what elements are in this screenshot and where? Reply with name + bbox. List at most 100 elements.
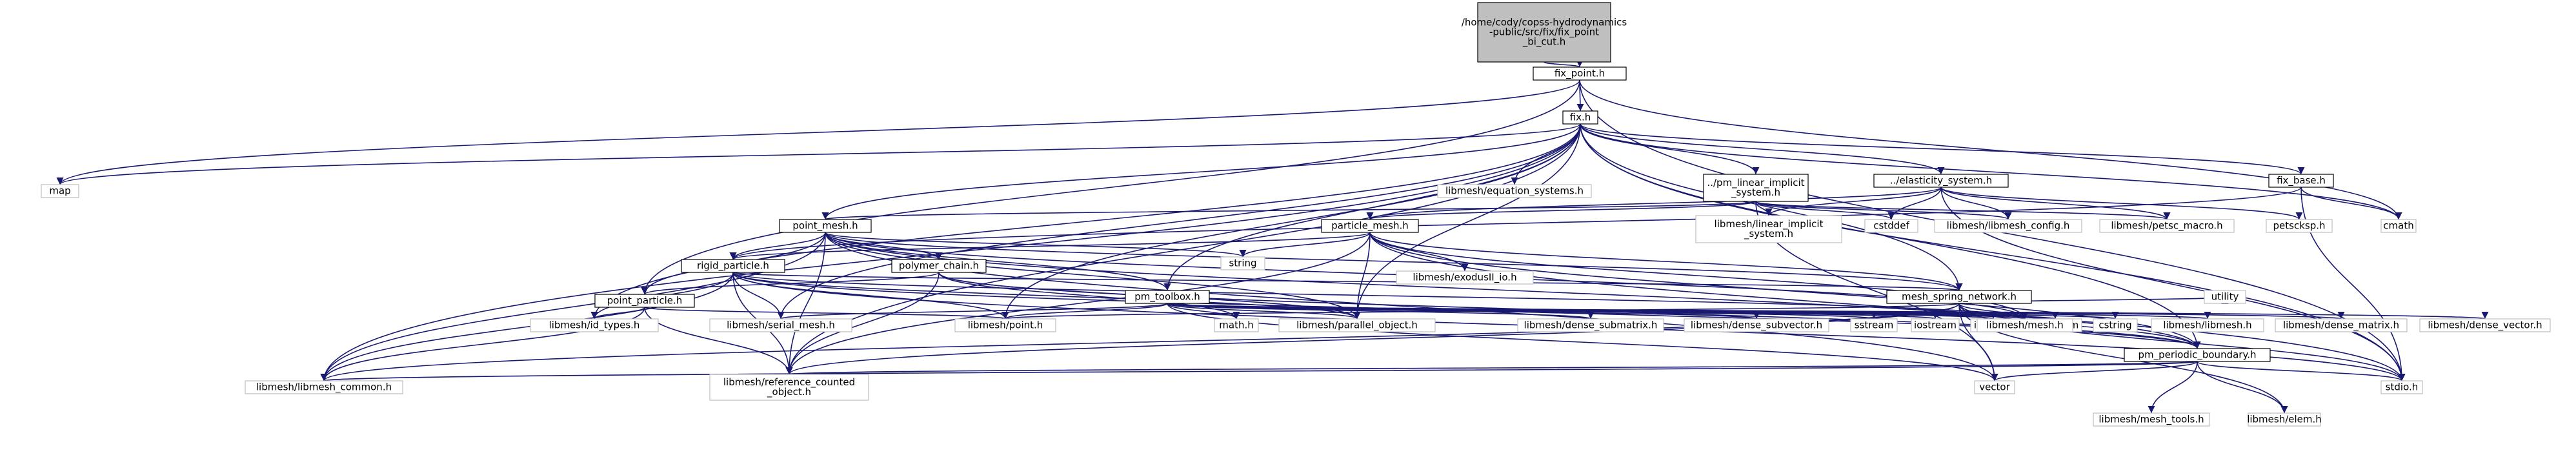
node-box xyxy=(1533,66,1627,81)
edge-mesh_spring_network_h-to-point_h xyxy=(1002,303,1960,320)
node-box xyxy=(2380,219,2417,233)
node-box xyxy=(1934,219,2082,233)
edge-pm_linear_implicit_system_h-to-libmesh_config_h xyxy=(1755,201,2012,220)
node-label: iostream xyxy=(1914,320,1957,331)
node-label: libmesh/libmesh.h xyxy=(2163,320,2251,331)
node-libmesh-linear-implicit-system-h: libmesh/linear_implicit_system.h xyxy=(1695,215,1842,243)
node-root[interactable]: /home/cody/copss-hydrodynamics-public/sr… xyxy=(1462,2,1627,63)
node-label: -public/src/fix/fix_point xyxy=(1489,26,1599,39)
node-label: /home/cody/copss-hydrodynamics xyxy=(1462,17,1627,28)
node-label: fix_point.h xyxy=(1555,68,1605,80)
node-parallel-object-h: libmesh/parallel_object.h xyxy=(1278,318,1436,332)
node-label: mesh_spring_network.h xyxy=(1902,291,2017,303)
node-box xyxy=(1396,270,1534,285)
node-mesh-spring-network-h[interactable]: mesh_spring_network.h xyxy=(1886,290,2032,304)
node-pm-periodic-boundary-h[interactable]: pm_periodic_boundary.h xyxy=(2124,348,2271,362)
node-pm-toolbox-h[interactable]: pm_toolbox.h xyxy=(1125,290,1210,304)
node-polymer-chain-h[interactable]: polymer_chain.h xyxy=(891,259,987,273)
node-label: _bi_cut.h xyxy=(1522,36,1566,48)
node-box xyxy=(2124,348,2271,362)
node-label: polymer_chain.h xyxy=(899,260,979,272)
node-exodusII-io-h: libmesh/exodusII_io.h xyxy=(1396,270,1534,285)
node-box xyxy=(530,318,659,332)
node-box xyxy=(1437,184,1592,198)
edge-rigid_particle_h-to-libmesh_common_h xyxy=(320,272,734,381)
edge-pm_periodic_boundary_h-to-libmesh_common_h xyxy=(321,361,2198,381)
node-label: libmesh/parallel_object.h xyxy=(1296,320,1418,332)
edge-particle_mesh_h-to-string xyxy=(1239,232,1371,258)
node-math-h: math.h xyxy=(1214,318,1259,332)
node-fix-h[interactable]: fix.h xyxy=(1562,110,1598,125)
node-label: fix.h xyxy=(1570,112,1591,123)
node-dense-submatrix-h: libmesh/dense_submatrix.h xyxy=(1517,318,1664,332)
edge-rigid_particle_h-to-mesh_spring_network_h xyxy=(732,272,1962,291)
node-sstream: sstream xyxy=(1850,318,1898,332)
node-cstddef: cstddef xyxy=(1864,219,1918,233)
edge-pm_periodic_boundary_h-to-vector xyxy=(1991,361,2198,381)
edge-pm_periodic_boundary_h-to-reference_counted_object_h xyxy=(787,361,2198,375)
edge-elasticity_system_h-to-petscksp_h xyxy=(1940,187,2303,220)
node-box xyxy=(954,318,1056,332)
edge-fix_point_h-to-cmath xyxy=(1579,79,2402,220)
node-box xyxy=(2093,412,2210,427)
edge-fix_base_h-to-cmath xyxy=(2300,187,2402,220)
node-box xyxy=(1125,290,1210,304)
edge-fix_h-to-parallel_object_h xyxy=(1353,123,1581,320)
node-petscksp-h: petscksp.h xyxy=(2266,219,2333,233)
node-label: libmesh/dense_matrix.h xyxy=(2283,320,2399,332)
node-stdio-h: stdio.h xyxy=(2380,380,2423,394)
node-elem-h: libmesh/elem.h xyxy=(2247,412,2322,427)
node-label: particle_mesh.h xyxy=(1331,220,1409,232)
node-box xyxy=(1974,380,2015,394)
edge-pm_toolbox_h-to-parallel_object_h xyxy=(1167,303,1361,320)
node-point-mesh-h[interactable]: point_mesh.h xyxy=(779,219,872,233)
node-label: utility xyxy=(2211,291,2239,303)
edge-fix_h-to-point_mesh_h xyxy=(821,123,1581,220)
node-point-particle-h[interactable]: point_particle.h xyxy=(594,294,695,308)
edge-layer xyxy=(56,59,2488,414)
node-box xyxy=(1562,110,1598,125)
node-pm-linear-implicit-system-h[interactable]: ../pm_linear_implicit_system.h xyxy=(1703,174,1809,202)
node-mesh-h: libmesh/mesh.h xyxy=(1977,318,2073,332)
edge-polymer_chain_h-to-reference_counted_object_h xyxy=(785,272,940,375)
node-particle-mesh-h[interactable]: particle_mesh.h xyxy=(1321,219,1419,233)
edge-fix_h-to-mesh_spring_network_h xyxy=(1580,123,1963,291)
edge-particle_mesh_h-to-parallel_object_h xyxy=(1353,232,1371,320)
edge-root-to-fix_point_h xyxy=(1544,59,1584,68)
node-rigid-particle-h[interactable]: rigid_particle.h xyxy=(681,259,785,273)
edge-pm_linear_implicit_system_h-to-particle_mesh_h xyxy=(1366,201,1756,220)
edge-pm_linear_implicit_system_h-to-petsc_macro_h xyxy=(1755,201,2171,220)
node-box xyxy=(2248,412,2321,427)
node-label: libmesh/serial_mesh.h xyxy=(727,320,835,332)
node-elasticity-system-h[interactable]: ../elasticity_system.h xyxy=(1873,174,2009,188)
node-label: point_particle.h xyxy=(607,295,683,307)
node-box xyxy=(709,318,852,332)
node-label: libmesh/exodusII_io.h xyxy=(1413,272,1516,284)
edge-pm_toolbox_h-to-point_h xyxy=(1001,303,1168,320)
edge-elasticity_system_h-to-petsc_macro_h xyxy=(1940,187,2171,220)
node-fix-base-h[interactable]: fix_base.h xyxy=(2268,174,2334,188)
edge-mesh_spring_network_h-to-reference_counted_object_h xyxy=(785,303,1960,375)
node-fix-point-h[interactable]: fix_point.h xyxy=(1533,66,1627,81)
node-label: petscksp.h xyxy=(2273,220,2326,232)
edge-particle_mesh_h-to-reference_counted_object_h xyxy=(785,232,1371,375)
node-box xyxy=(1850,318,1898,332)
edge-fix_h-to-pm_linear_implicit_system_h xyxy=(1580,123,1760,175)
edge-pm_toolbox_h-to-serial_mesh_h xyxy=(777,303,1168,320)
node-label: stdio.h xyxy=(2386,381,2419,393)
node-libmesh-common-h: libmesh/libmesh_common.h xyxy=(245,380,403,394)
node-box xyxy=(2093,318,2138,332)
node-point-h: libmesh/point.h xyxy=(954,318,1056,332)
edge-pm_periodic_boundary_h-to-mesh_tools_h xyxy=(2148,361,2198,414)
edge-fix_h-to-elasticity_system_h xyxy=(1580,123,1945,175)
node-label: map xyxy=(49,185,70,197)
edge-elasticity_system_h-to-libmesh_config_h xyxy=(1940,187,2012,220)
edge-point_particle_h-to-reference_counted_object_h xyxy=(644,307,793,375)
edge-point_mesh_h-to-string xyxy=(825,232,1247,258)
node-box xyxy=(1695,215,1842,243)
node-label: libmesh/elem.h xyxy=(2247,414,2322,425)
edge-fix_h-to-cmath xyxy=(1580,123,2402,220)
node-label: _system.h xyxy=(1731,187,1780,199)
edge-mesh_spring_network_h-to-stdio_h xyxy=(1958,303,2406,381)
